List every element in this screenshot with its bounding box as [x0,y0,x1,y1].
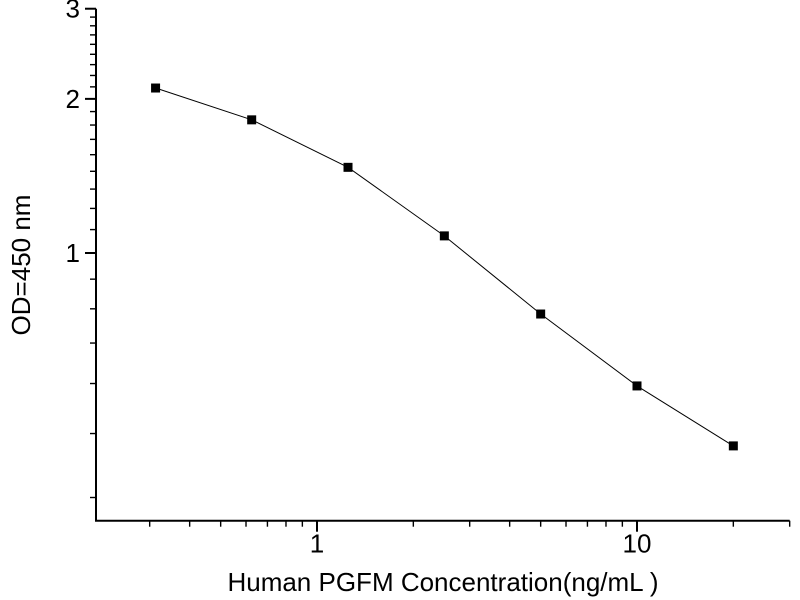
x-axis-title: Human PGFM Concentration(ng/mL ) [227,567,658,597]
data-point-6 [728,441,738,451]
x-tick-label: 10 [623,529,652,559]
series-line [155,87,734,447]
data-point-1 [247,115,257,125]
y-tick-label: 2 [66,84,80,114]
axes [95,8,790,522]
y-tick-label: 1 [66,238,80,268]
data-markers [151,83,738,451]
y-tick-label: 3 [66,0,80,24]
axis-lines [95,8,790,522]
minor-ticks [90,16,791,527]
data-point-3 [439,231,449,241]
data-point-4 [536,309,546,319]
data-point-2 [343,162,353,172]
y-axis-title: OD=450 nm [6,195,36,336]
x-tick-label: 1 [310,529,324,559]
tick-labels: 1 10 1 2 3 [66,0,652,559]
major-ticks [85,7,638,532]
data-point-0 [151,83,161,93]
data-point-5 [632,381,642,391]
curve-line [155,87,734,447]
